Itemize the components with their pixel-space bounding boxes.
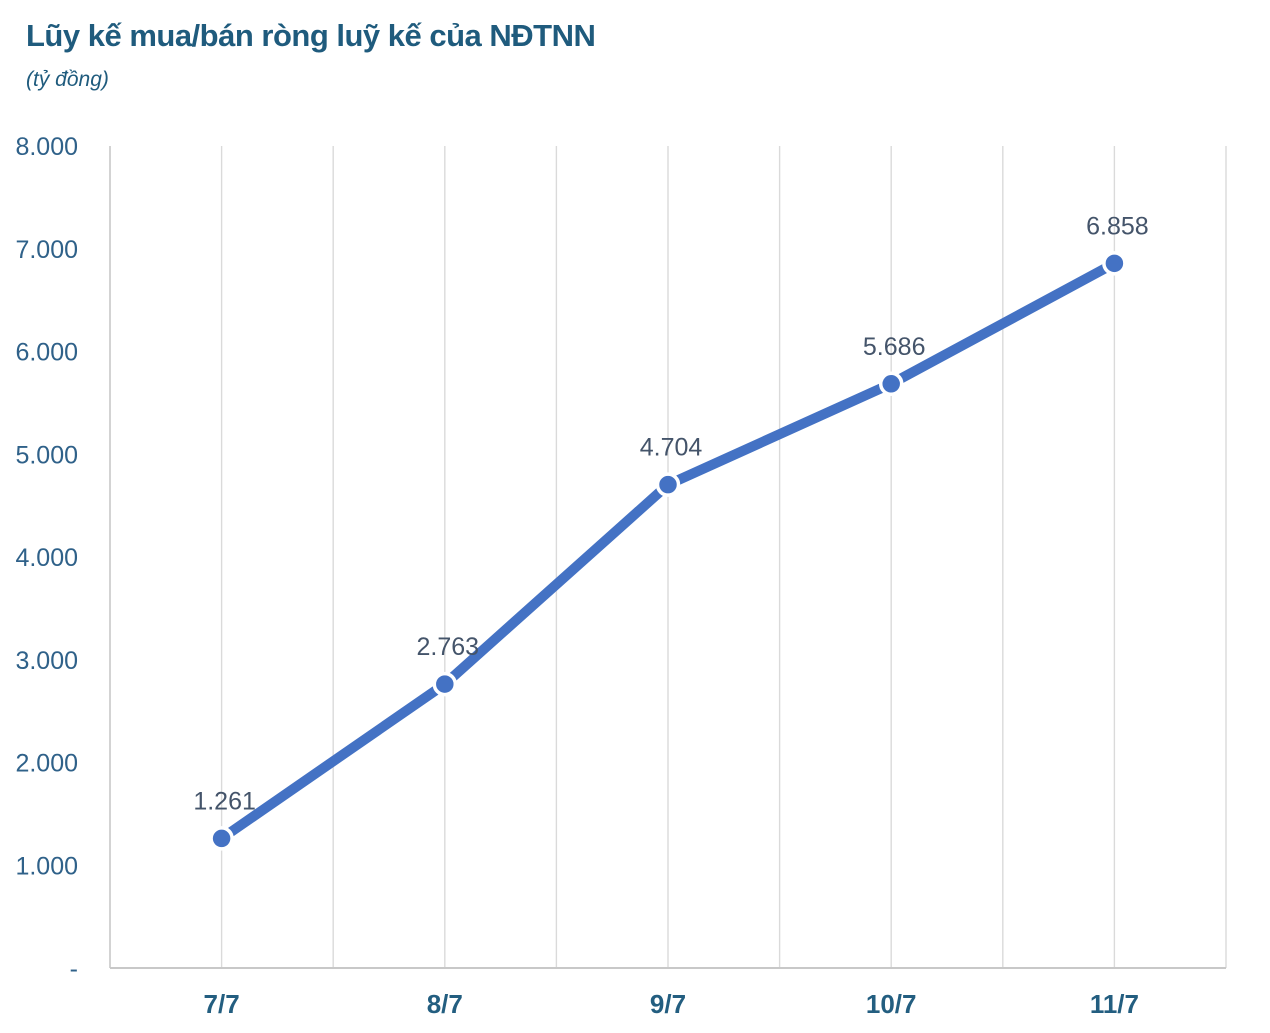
data-point-marker — [655, 472, 681, 497]
data-point-marker — [432, 671, 458, 697]
y-axis-tick-label: 4.000 — [15, 544, 78, 572]
data-point-label: 5.686 — [863, 333, 926, 361]
y-axis-tick-label: 1.000 — [15, 852, 78, 880]
data-point-marker — [209, 826, 234, 851]
data-point-marker — [878, 371, 904, 397]
y-axis-tick-label: 8.000 — [15, 133, 78, 161]
x-axis-tick-label: 7/7 — [204, 989, 240, 1019]
data-point-label: 1.261 — [193, 787, 256, 815]
chart-subtitle: (tỷ đồng) — [26, 68, 109, 91]
chart-title: Lũy kế mua/bán ròng luỹ kế của NĐTNN — [26, 18, 596, 53]
y-axis-tick-label: 6.000 — [15, 339, 78, 367]
x-axis-tick-label: 10/7 — [866, 989, 917, 1019]
x-axis-tick-label: 8/7 — [427, 989, 463, 1019]
y-axis-tick-label: 7.000 — [15, 236, 78, 264]
data-point-label: 2.763 — [417, 633, 480, 661]
y-axis-tick-label: 2.000 — [15, 750, 78, 778]
y-axis-tick-label: 3.000 — [15, 647, 78, 675]
x-axis-tick-label: 9/7 — [650, 989, 686, 1019]
y-axis-tick-label: 5.000 — [15, 441, 78, 469]
data-point-label: 4.704 — [640, 434, 703, 462]
x-axis-tick-label: 11/7 — [1090, 989, 1139, 1019]
data-point-label: 6.858 — [1086, 212, 1149, 240]
y-axis-tick-label: - — [70, 955, 78, 983]
data-point-marker — [1102, 251, 1127, 276]
